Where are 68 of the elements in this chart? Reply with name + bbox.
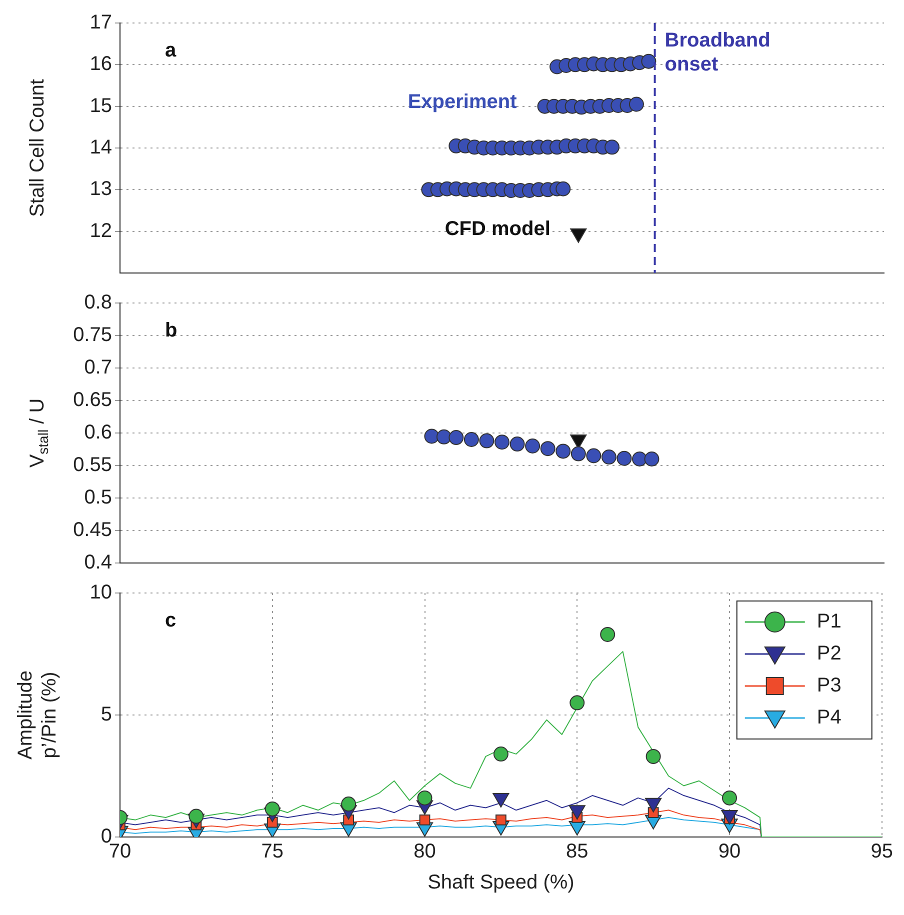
legend-label: P3 <box>816 674 842 697</box>
x-tick-label: 90 <box>718 840 741 863</box>
point <box>494 434 510 450</box>
point <box>341 796 356 812</box>
annotation: b <box>165 320 178 342</box>
legend-label: P2 <box>816 642 842 665</box>
annotation: c <box>165 610 176 632</box>
point <box>495 814 506 826</box>
y-tick-label: 12 <box>90 220 112 242</box>
x-tick-label: 70 <box>108 840 132 863</box>
legend-label: P4 <box>816 706 842 729</box>
x-tick-label: 75 <box>261 840 284 863</box>
point <box>556 181 571 196</box>
series-label: CFD model <box>444 218 550 240</box>
point <box>570 695 585 710</box>
point <box>448 430 464 446</box>
point <box>601 450 616 465</box>
y-tick-label: 16 <box>90 53 112 76</box>
y-tick-label: 0.75 <box>73 324 112 346</box>
y-tick-label: 0.55 <box>73 454 112 476</box>
point <box>264 801 280 816</box>
y-tick-label: 0.6 <box>84 422 112 444</box>
point <box>616 450 632 466</box>
y-axis-title: Amplitude p’/Pin (%) <box>14 670 61 760</box>
y-tick-label: 0.7 <box>84 356 112 379</box>
point <box>632 452 648 466</box>
legend-label: P1 <box>816 610 842 633</box>
y-tick-label: 15 <box>90 94 112 117</box>
point <box>600 626 616 642</box>
y-axis-title: Stall Cell Count <box>26 78 49 217</box>
y-tick-label: 14 <box>90 136 112 159</box>
point <box>424 428 440 444</box>
point <box>479 433 494 448</box>
point <box>604 140 620 155</box>
x-tick-label: 80 <box>414 840 436 863</box>
y-tick-label: 13 <box>90 178 112 200</box>
point <box>493 746 508 762</box>
point <box>570 446 586 462</box>
y-tick-label: 10 <box>90 582 112 604</box>
x-tick-label: 95 <box>870 840 893 863</box>
point <box>419 814 430 826</box>
point <box>644 452 660 466</box>
y-tick-label: 17 <box>90 12 112 34</box>
point <box>556 444 571 459</box>
point <box>586 448 602 464</box>
point <box>540 441 556 456</box>
point <box>646 748 661 764</box>
y-tick-label: 0.65 <box>73 389 112 412</box>
point <box>417 790 432 806</box>
ref-line-label: Broadband onset <box>664 30 770 76</box>
y-tick-label: 5 <box>100 704 112 726</box>
point <box>464 432 479 447</box>
point <box>510 436 525 452</box>
point <box>641 54 656 69</box>
x-axis-title: Shaft Speed (%) <box>428 872 574 894</box>
y-tick-label: 0.4 <box>84 552 112 574</box>
y-tick-label: 0.5 <box>84 486 112 509</box>
series-label: Experiment <box>408 90 518 113</box>
point <box>436 429 452 444</box>
y-tick-label: 0.8 <box>84 292 112 314</box>
y-tick-label: 0.45 <box>73 519 112 542</box>
x-tick-label: 85 <box>566 840 588 863</box>
point <box>722 790 737 806</box>
point <box>525 438 540 454</box>
point <box>628 96 644 112</box>
annotation: a <box>165 40 177 62</box>
point <box>188 808 204 824</box>
y-axis-title: Vstall / U <box>26 398 51 468</box>
